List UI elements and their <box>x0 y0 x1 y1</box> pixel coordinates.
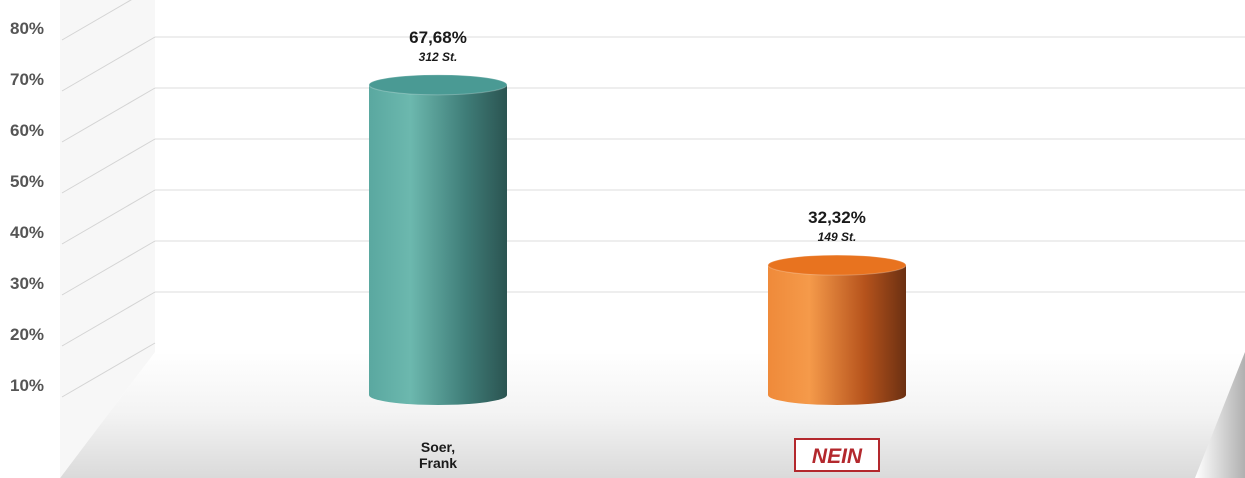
grid-line-diagonal <box>61 240 156 296</box>
data-label-count: 149 St. <box>818 230 857 244</box>
data-label-count: 312 St. <box>419 50 458 64</box>
grid-line-diagonal <box>61 0 132 41</box>
bar-body <box>369 84 507 405</box>
data-label-value: 32,32% <box>808 208 866 227</box>
data-labels: 67,68% 312 St. 32,32% 149 St. <box>409 28 866 244</box>
plot-background <box>60 0 1245 478</box>
bars <box>368 74 907 405</box>
grid-line-diagonal <box>61 291 156 347</box>
y-tick-label: 80% <box>10 19 44 38</box>
bar-top <box>767 254 907 276</box>
data-label-value: 67,68% <box>409 28 467 47</box>
x-axis: Soer,Frank NEIN <box>419 438 880 472</box>
bar <box>368 74 508 405</box>
grid-line-diagonal <box>61 87 156 143</box>
bar-top <box>368 74 508 96</box>
y-tick-label: 50% <box>10 172 44 191</box>
grid-lines <box>61 0 1245 398</box>
grid-line-diagonal <box>61 138 156 194</box>
y-tick-label: 10% <box>10 376 44 395</box>
left-wall <box>60 0 155 478</box>
y-tick-label: 40% <box>10 223 44 242</box>
y-tick-label: 60% <box>10 121 44 140</box>
grid-line-diagonal <box>61 189 156 245</box>
y-axis: 10% 20% 30% 40% 50% 60% 70% 80% <box>10 19 44 395</box>
x-category-label: Frank <box>419 455 457 471</box>
grid-line-diagonal <box>61 36 156 92</box>
x-category-label-nein: NEIN <box>812 445 863 468</box>
bar-body <box>768 265 906 405</box>
chart-floor <box>60 352 1245 478</box>
nein-label-box <box>794 438 880 472</box>
y-tick-label: 30% <box>10 274 44 293</box>
y-tick-label: 70% <box>10 70 44 89</box>
y-tick-label: 20% <box>10 325 44 344</box>
x-category-label: Soer, <box>421 439 455 455</box>
floor-right-edge <box>1195 352 1245 478</box>
grid-line-diagonal <box>61 342 156 398</box>
bar <box>767 254 907 405</box>
